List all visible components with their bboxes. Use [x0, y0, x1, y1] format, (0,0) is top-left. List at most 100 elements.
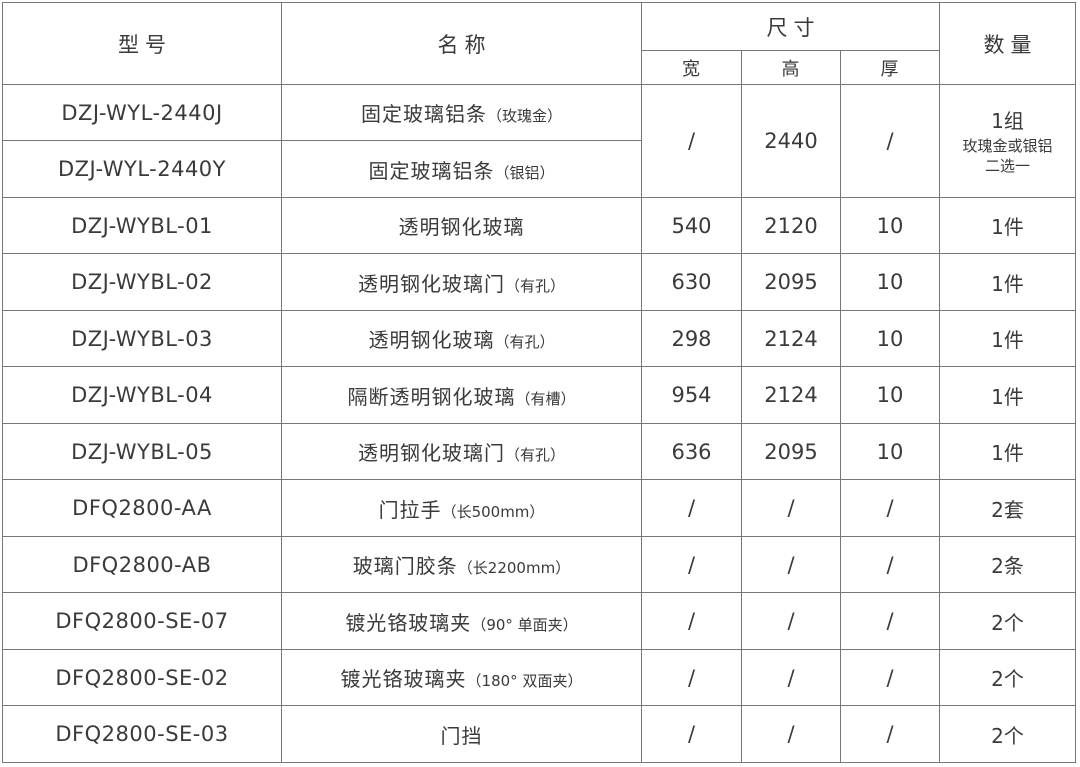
height-cell: /: [741, 536, 841, 593]
table-row: DFQ2800-AA 门拉手（长500mm） / / / 2套: [2, 479, 1077, 537]
name-cell: 镀光铬玻璃夹（180° 双面夹）: [281, 649, 642, 706]
name-cell: 玻璃门胶条（长2200mm）: [281, 536, 642, 593]
model-cell: DZJ-WYBL-04: [2, 366, 282, 424]
width-cell: 298: [641, 310, 742, 367]
thickness-cell: /: [839, 479, 941, 537]
height-cell: /: [741, 705, 841, 763]
quantity-cell: 2个: [939, 592, 1077, 650]
name-text: 透明钢化玻璃: [368, 328, 495, 352]
name-text: 玻璃门胶条: [352, 554, 458, 578]
quantity-cell: 1件: [939, 423, 1077, 480]
thickness-cell: /: [839, 592, 941, 650]
col-header-height: 高: [741, 50, 841, 85]
name-cell: 透明钢化玻璃: [281, 197, 642, 254]
col-header-width: 宽: [641, 50, 742, 85]
table-row: DFQ2800-SE-07 镀光铬玻璃夹（90° 单面夹） / / / 2个: [2, 592, 1077, 650]
table-row: DFQ2800-AB 玻璃门胶条（长2200mm） / / / 2条: [2, 536, 1077, 593]
quantity-note-line1: 玫瑰金或银铝: [962, 136, 1053, 155]
table-row: DFQ2800-SE-03 门挡 / / / 2个: [2, 705, 1077, 763]
name-cell: 透明钢化玻璃门（有孔）: [281, 253, 642, 311]
height-cell: 2095: [741, 423, 841, 480]
thickness-cell: /: [839, 705, 941, 763]
height-cell: /: [741, 649, 841, 706]
model-cell: DZJ-WYBL-03: [2, 310, 282, 367]
name-text: 固定玻璃铝条: [360, 102, 487, 126]
width-cell: /: [641, 536, 742, 593]
name-text: 透明钢化玻璃门: [357, 271, 505, 296]
name-cell: 固定玻璃铝条（银铝）: [281, 140, 642, 198]
model-cell: DZJ-WYBL-02: [2, 253, 282, 311]
height-cell: 2124: [741, 310, 841, 367]
thickness-cell: 10: [839, 310, 941, 367]
table-row: DZJ-WYBL-05 透明钢化玻璃门（有孔） 636 2095 10 1件: [2, 423, 1077, 480]
quantity-cell: 1件: [939, 253, 1077, 311]
model-cell: DZJ-WYBL-05: [2, 423, 282, 480]
name-cell: 门挡: [281, 705, 642, 763]
model-cell: DFQ2800-SE-07: [2, 592, 282, 650]
thickness-cell: /: [839, 649, 941, 706]
table-row: DFQ2800-SE-02 镀光铬玻璃夹（180° 双面夹） / / / 2个: [2, 649, 1077, 706]
model-cell: DZJ-WYBL-01: [2, 197, 282, 254]
model-cell: DFQ2800-SE-02: [2, 649, 282, 706]
name-cell: 透明钢化玻璃门（有孔）: [281, 423, 642, 480]
thickness-cell: 10: [839, 423, 941, 480]
quantity-cell: 2个: [939, 705, 1077, 763]
name-text: 隔断透明钢化玻璃: [347, 384, 516, 409]
name-text: 透明钢化玻璃: [398, 215, 525, 239]
width-cell: /: [641, 649, 742, 706]
name-note: （有孔）: [494, 333, 555, 351]
width-cell: 954: [641, 366, 742, 424]
name-note: （90° 单面夹）: [471, 615, 578, 634]
table-row: DZJ-WYBL-01 透明钢化玻璃 540 2120 10 1件: [2, 197, 1077, 254]
name-cell: 透明钢化玻璃（有孔）: [281, 310, 642, 367]
col-header-name: 名称: [281, 2, 642, 85]
thickness-cell: 10: [839, 253, 941, 311]
name-note: （玫瑰金）: [486, 107, 562, 125]
name-text: 固定玻璃铝条: [368, 158, 495, 183]
quantity-main: 1组: [991, 108, 1024, 133]
table-row: DZJ-WYL-2440J 固定玻璃铝条（玫瑰金） / 2440 / 1组 玫瑰…: [2, 84, 1077, 198]
name-note: （银铝）: [494, 163, 555, 182]
quantity-cell: 2个: [939, 649, 1077, 706]
width-cell: 636: [641, 423, 742, 480]
quantity-note-line2: 二选一: [985, 157, 1031, 175]
height-cell: 2440: [741, 84, 841, 198]
name-text: 镀光铬玻璃夹: [340, 667, 467, 691]
height-cell: 2120: [741, 197, 841, 254]
height-cell: /: [741, 479, 841, 537]
name-cell: 门拉手（长500mm）: [281, 479, 642, 537]
quantity-cell: 1件: [939, 310, 1077, 367]
thickness-cell: /: [839, 84, 941, 198]
name-text: 门拉手: [378, 497, 442, 522]
name-note: （有槽）: [515, 389, 576, 408]
height-cell: 2095: [741, 253, 841, 311]
name-note: （长2200mm）: [457, 559, 571, 577]
thickness-cell: 10: [839, 366, 941, 424]
width-cell: /: [641, 592, 742, 650]
name-text: 门挡: [440, 723, 483, 748]
col-header-model: 型号: [2, 2, 282, 85]
name-note: （长500mm）: [441, 502, 545, 521]
col-header-size-group: 尺寸: [640, 2, 941, 51]
name-cell: 隔断透明钢化玻璃（有槽）: [281, 366, 642, 424]
table-row: DZJ-WYBL-04 隔断透明钢化玻璃（有槽） 954 2124 10 1件: [2, 366, 1077, 424]
width-cell: /: [641, 705, 742, 763]
name-cell: 镀光铬玻璃夹（90° 单面夹）: [281, 592, 642, 650]
height-cell: /: [741, 592, 841, 650]
name-note: （180° 双面夹）: [466, 672, 583, 690]
quantity-cell: 2套: [939, 479, 1077, 537]
thickness-cell: /: [839, 536, 941, 593]
model-cell: DZJ-WYL-2440Y: [2, 140, 282, 198]
col-header-thickness: 厚: [839, 50, 941, 85]
model-cell: DZJ-WYL-2440J: [2, 84, 282, 141]
col-header-quantity: 数量: [939, 2, 1077, 85]
model-cell: DFQ2800-AA: [2, 479, 282, 537]
table-row: DZJ-WYBL-03 透明钢化玻璃（有孔） 298 2124 10 1件: [2, 310, 1077, 367]
name-text: 镀光铬玻璃夹: [345, 610, 472, 635]
width-cell: /: [641, 479, 742, 537]
name-text: 透明钢化玻璃门: [357, 441, 505, 465]
name-cell: 固定玻璃铝条（玫瑰金）: [281, 84, 642, 141]
quantity-cell: 1件: [939, 366, 1077, 424]
quantity-cell: 1件: [939, 197, 1077, 254]
